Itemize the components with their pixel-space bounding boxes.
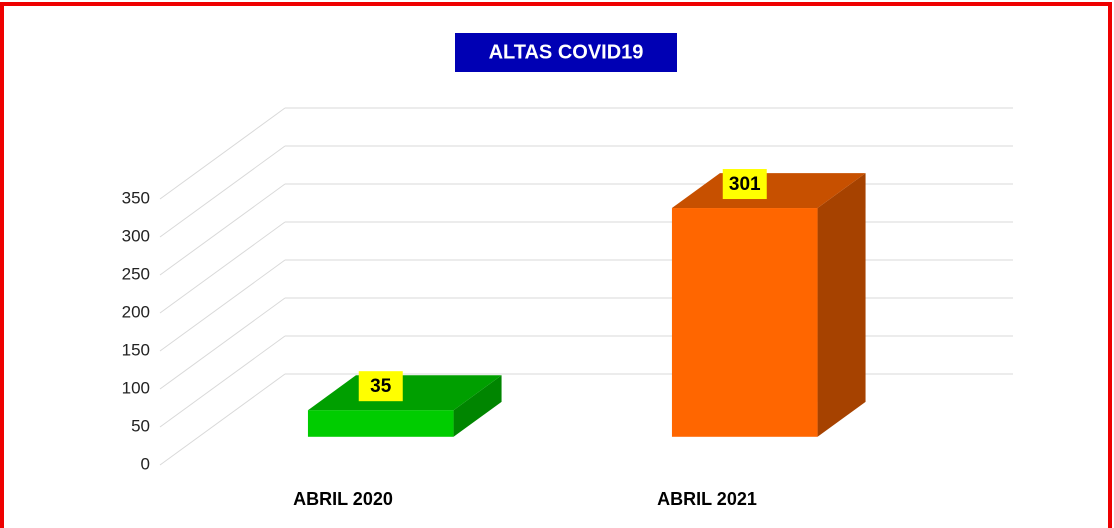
grid-line (159, 107, 286, 200)
y-tick-label: 350 (122, 188, 150, 207)
y-tick-label: 200 (122, 302, 150, 321)
value-label: 301 (729, 174, 761, 195)
chart-title: ALTAS COVID19 (489, 41, 644, 63)
grid-line (159, 221, 286, 314)
y-tick-label: 300 (122, 226, 150, 245)
value-label-box (722, 169, 767, 200)
title-box (455, 33, 677, 72)
grid-line (159, 145, 286, 238)
grid-line (159, 297, 286, 390)
y-tick-label: 150 (122, 340, 150, 359)
bar (671, 208, 818, 437)
bar-side (453, 375, 502, 437)
bar-side (817, 173, 866, 437)
value-label-box (358, 371, 403, 402)
y-tick-label: 0 (141, 454, 150, 473)
y-tick-label: 250 (122, 264, 150, 283)
y-tick-label: 100 (122, 378, 150, 397)
grid-line (159, 335, 286, 428)
y-tick-label: 50 (131, 416, 150, 435)
grid-line (159, 373, 286, 466)
grid-line (159, 183, 286, 276)
bar (307, 410, 454, 437)
bar-top (307, 375, 502, 411)
bar-top (671, 173, 866, 209)
x-tick-label: ABRIL 2021 (657, 489, 757, 509)
x-tick-label: ABRIL 2020 (293, 489, 393, 509)
grid-line (159, 259, 286, 352)
value-label: 35 (370, 376, 392, 397)
